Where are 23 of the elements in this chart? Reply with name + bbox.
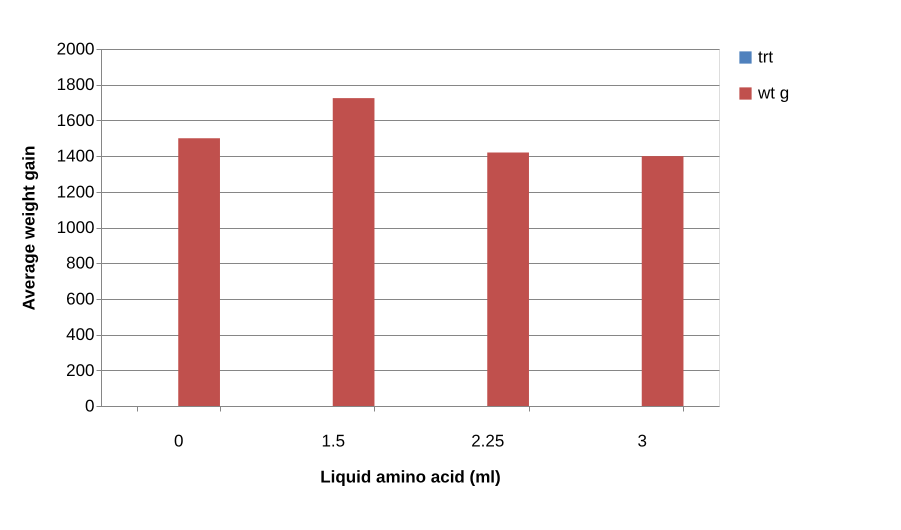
y-tick-label: 0 [85, 396, 94, 416]
y-tick-label: 200 [66, 360, 94, 380]
bar [642, 156, 684, 406]
bar [332, 98, 374, 406]
bar [178, 138, 220, 406]
y-tick-label: 400 [66, 325, 94, 344]
y-axis-title: Average weight gain [20, 146, 39, 310]
legend-label: trt [758, 48, 774, 66]
legend-label: wt g [757, 84, 790, 102]
y-tick-label: 800 [66, 254, 94, 273]
x-tick-label: 3 [638, 432, 647, 450]
y-tick-label: 1400 [56, 146, 94, 166]
y-tick-label: 600 [66, 289, 94, 308]
bar [487, 152, 529, 406]
x-tick-label: 0 [174, 432, 184, 450]
x-axis-title: Liquid amino acid (ml) [320, 468, 501, 486]
x-tick-label: 1.5 [321, 432, 346, 450]
y-tick-label: 2000 [56, 40, 94, 58]
y-tick-label: 1600 [56, 110, 94, 130]
y-tick-label: 1800 [56, 75, 94, 94]
y-tick-label: 1000 [56, 218, 94, 237]
x-tick-label: 2.25 [471, 432, 504, 450]
y-tick-label: 1200 [56, 182, 94, 202]
